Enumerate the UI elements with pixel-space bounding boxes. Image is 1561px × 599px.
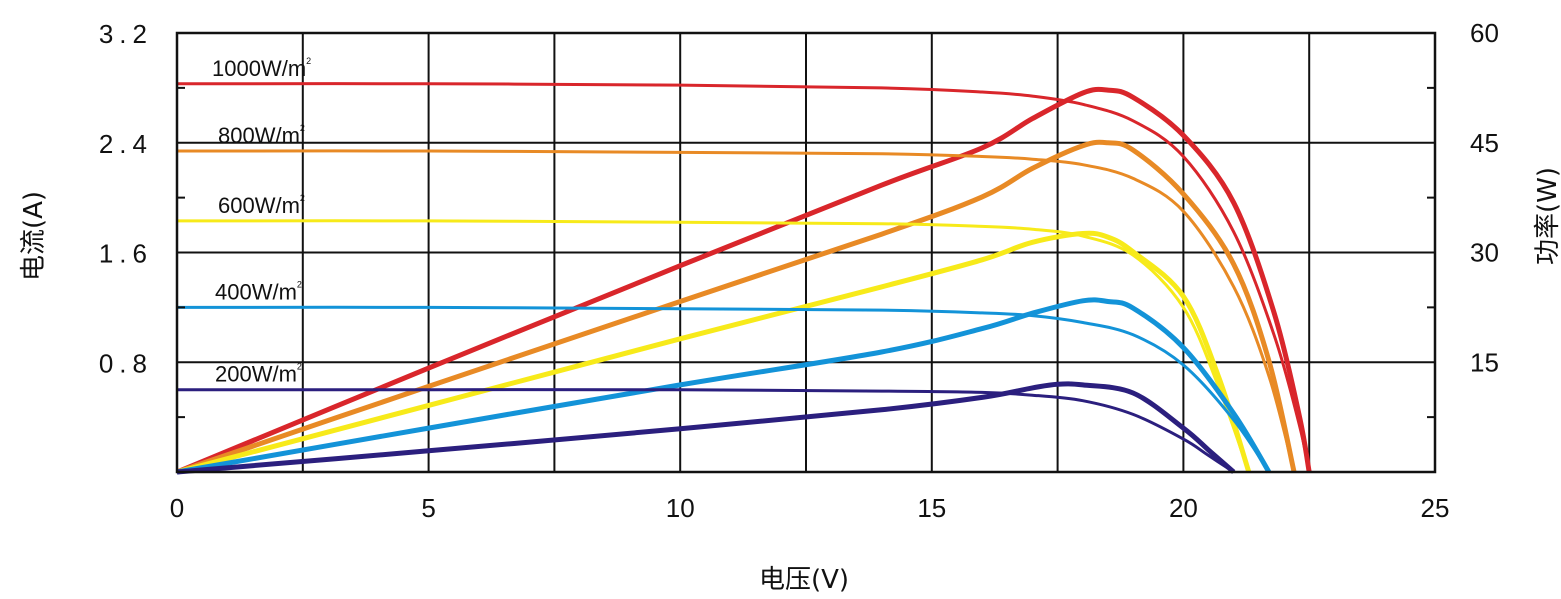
y-left-tick-label: 2.4 [99, 129, 153, 159]
power-curve-200 [176, 381, 1236, 475]
curves [176, 82, 1312, 475]
y-right-tick-label: 45 [1470, 128, 1499, 158]
y-left-tick-label: 3.2 [99, 19, 153, 49]
power-curve-800 [176, 139, 1297, 475]
y-right-tick-label: 60 [1470, 18, 1499, 48]
power-curve-1000 [176, 86, 1312, 475]
x-axis-title: 电压(V) [759, 565, 849, 595]
irradiance-label-200: 200W/m2 [215, 362, 302, 387]
current-curve-600 [176, 219, 1251, 473]
irradiance-label-1000: 1000W/m2 [212, 56, 311, 81]
x-tick-label: 20 [1169, 493, 1198, 523]
x-tick-label: 10 [666, 493, 695, 523]
y-left-tick-label: 1.6 [99, 239, 153, 269]
grid [177, 33, 1435, 472]
y-axis-left-title: 电流(A) [19, 191, 49, 281]
current-curve-1000 [176, 82, 1311, 473]
y-left-tick-label: 0.8 [99, 348, 153, 378]
x-tick-label: 15 [917, 493, 946, 523]
x-tick-label: 0 [170, 493, 184, 523]
plot-frame [175, 31, 1437, 474]
y-right-tick-label: 15 [1470, 347, 1499, 377]
irradiance-label-600: 600W/m2 [218, 193, 305, 218]
irradiance-label-800: 800W/m2 [218, 123, 305, 148]
y-axis-right-title: 功率(W) [1533, 167, 1561, 265]
current-curve-400 [176, 305, 1271, 473]
irradiance-label-400: 400W/m2 [215, 279, 302, 304]
irradiance-labels: 1000W/m2 800W/m2 600W/m2 400W/m2 200W/m2 [212, 56, 311, 387]
ticks: 0 5 10 15 20 25 0.8 1.6 2.4 3.2 15 30 45 60 [99, 18, 1499, 523]
current-curve-200 [177, 388, 1235, 474]
x-tick-label: 25 [1421, 493, 1450, 523]
power-curve-400 [176, 297, 1272, 475]
x-tick-label: 5 [421, 493, 435, 523]
y-right-tick-label: 30 [1470, 238, 1499, 268]
power-curve-600 [176, 230, 1252, 475]
current-curve-800 [176, 149, 1296, 473]
